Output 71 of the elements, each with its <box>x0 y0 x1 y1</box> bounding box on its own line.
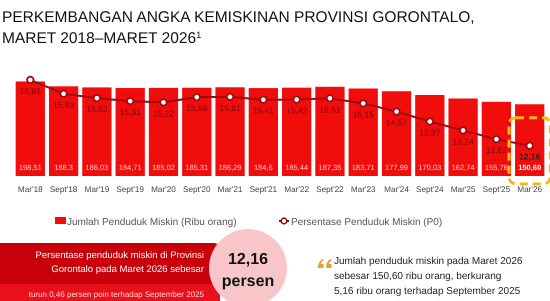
point <box>60 90 68 98</box>
bar <box>248 88 278 176</box>
data-label: 12,62 <box>486 145 508 156</box>
data-label: 15,41 <box>252 106 274 116</box>
point <box>26 76 34 84</box>
bar <box>148 88 178 176</box>
data-label: 13,87 <box>419 128 441 138</box>
x-tick-label: Sept'18 <box>50 185 78 194</box>
point <box>492 135 500 144</box>
bar <box>116 88 145 176</box>
point <box>192 93 201 102</box>
point <box>359 99 368 108</box>
bar <box>182 88 212 176</box>
chart-title: PERKEMBANGAN ANGKA KEMISKINAN PROVINSI GORONTALO, MARET 2018–MARET 2026$^{1}$ <box>2 9 475 47</box>
data-label: 15,61 <box>219 102 241 113</box>
data-label: 16,81 <box>20 86 42 96</box>
x-tick-label: Mar'19 <box>84 185 110 194</box>
data-label: 15,83 <box>52 100 75 110</box>
text: turun 0,46 persen poin terhadap September 2025 <box>28 290 205 299</box>
point <box>159 98 168 107</box>
data-label: 12,16 <box>519 152 541 162</box>
point <box>426 117 434 126</box>
data-label: 15,52 <box>86 104 108 114</box>
x-tick-label: Sept'24 <box>416 185 444 194</box>
x-tick-label: Sept'19 <box>116 185 144 194</box>
x-tick-label: Sept'21 <box>250 185 278 194</box>
bar <box>415 95 444 176</box>
bar <box>482 102 512 176</box>
data-label: 14,57 <box>386 118 408 128</box>
point <box>259 96 268 104</box>
x-tick-label: Mar'18 <box>18 185 44 194</box>
bar <box>48 86 78 176</box>
legend-label: Jumlah Penduduk Miskin (Ribu orang) <box>67 217 237 228</box>
bar <box>282 88 312 176</box>
x-tick-label: Mar'21 <box>218 185 243 194</box>
x-tick-label: Mar'22 <box>284 185 310 194</box>
bar <box>515 104 544 176</box>
data-label: 15,59 <box>186 103 208 114</box>
point <box>292 95 301 104</box>
point <box>92 94 101 102</box>
point <box>126 97 134 106</box>
data-label: 15,22 <box>152 108 174 118</box>
bar <box>16 81 45 176</box>
x-tick-label: Mar'23 <box>350 185 376 194</box>
data-label: 15,51 <box>319 104 341 114</box>
bar <box>82 87 112 176</box>
text: Jumlah penduduk miskin pada Maret 2026 sebesar 150,60 ribu orang, berkurang 5,16 ribu orang terhadap September 2025 <box>334 256 523 297</box>
x-tick-label: Sept'25 <box>482 185 511 194</box>
x-tick-label: Sept'20 <box>183 185 211 194</box>
point <box>526 142 534 150</box>
point <box>326 94 334 102</box>
text: Persentase penduduk miskin di Provinsi Gorontalo pada Maret 2026 sebesar <box>36 250 204 275</box>
point <box>392 108 401 116</box>
point <box>226 92 234 101</box>
bar <box>448 98 478 176</box>
x-tick-label: Mar'24 <box>384 185 410 194</box>
legend-label: Persentase Penduduk Miskin (P0) <box>291 217 442 228</box>
x-tick-label: Mar'20 <box>151 185 176 194</box>
bar <box>348 88 378 176</box>
bar <box>315 86 345 176</box>
x-tick-label: Mar'25 <box>450 185 476 194</box>
point <box>459 126 468 135</box>
x-tick-label: Sept'22 <box>316 185 344 194</box>
data-label: 15,42 <box>286 106 308 116</box>
data-label: 15,31 <box>120 107 142 118</box>
data-label: 13,24 <box>452 136 474 146</box>
x-tick-label: Mar'26 <box>517 185 543 194</box>
text: 12,16 persen <box>222 251 274 290</box>
bar <box>215 87 245 176</box>
bar <box>382 91 412 176</box>
data-label: 15,15 <box>352 109 374 120</box>
